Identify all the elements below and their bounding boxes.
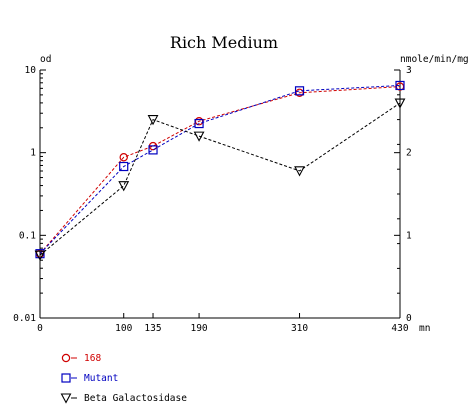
- right-tick-label: 1: [406, 230, 412, 241]
- data-point: [119, 161, 129, 172]
- right-tick-label: 3: [406, 65, 412, 76]
- legend-marker: [61, 353, 71, 363]
- x-tick-label: 430: [391, 323, 408, 334]
- series-line: [39, 84, 401, 255]
- right-tick-label: 2: [406, 148, 412, 159]
- legend-label: Beta Galactosidase: [84, 393, 187, 404]
- series-2: [34, 98, 406, 261]
- data-point: [119, 153, 128, 162]
- data-point: [294, 86, 305, 96]
- data-point: [394, 98, 406, 109]
- data-point: [294, 166, 305, 177]
- data-point: [148, 145, 158, 155]
- series-layer: [34, 80, 406, 261]
- x-tick-label: 190: [190, 323, 207, 334]
- data-point: [395, 80, 405, 91]
- legend-entry-0: 168: [61, 353, 101, 364]
- x-tick-label: 310: [291, 323, 308, 334]
- left-tick-label: 0.01: [13, 313, 36, 324]
- legend-marker: [60, 393, 72, 404]
- legend-entry-2: Beta Galactosidase: [60, 393, 187, 404]
- x-tick-label: 100: [115, 323, 132, 334]
- series-1: [35, 80, 405, 259]
- chart-title: Rich Medium: [170, 33, 278, 52]
- left-tick-label: 1: [30, 148, 36, 159]
- left-tick-label: 0.1: [19, 230, 36, 241]
- right-tick-label: 0: [406, 313, 412, 324]
- series-line: [39, 102, 401, 256]
- legend-label: Mutant: [84, 373, 118, 384]
- x-unit-label: mn: [419, 323, 430, 334]
- data-point: [147, 115, 159, 126]
- data-point: [118, 181, 130, 192]
- legend-marker: [61, 373, 71, 383]
- left-axis-label: od: [40, 54, 51, 65]
- legend: 168 Mutant Beta Galactosidase: [60, 353, 187, 404]
- x-tick-label: 135: [144, 323, 161, 334]
- right-axis-label: nmole/min/mg: [400, 54, 469, 65]
- series-0: [35, 82, 405, 258]
- left-tick-label: 10: [25, 65, 37, 76]
- legend-entry-1: Mutant: [61, 373, 118, 384]
- data-point: [194, 118, 204, 129]
- legend-label: 168: [84, 353, 101, 364]
- x-tick-label: 0: [37, 323, 43, 334]
- data-point: [34, 250, 46, 261]
- data-point: [193, 131, 205, 142]
- data-point: [35, 249, 45, 259]
- series-line: [39, 86, 401, 255]
